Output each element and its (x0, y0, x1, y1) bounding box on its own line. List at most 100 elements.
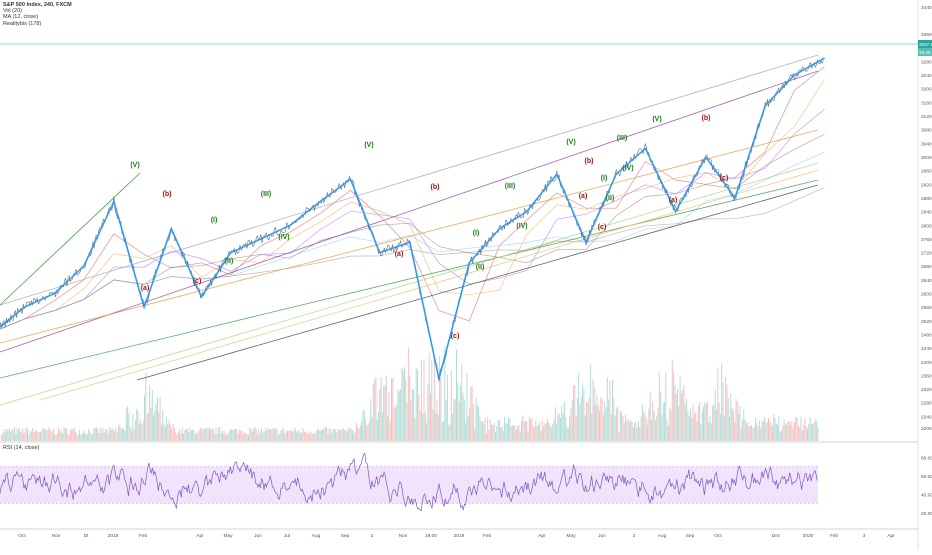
volume-bar (814, 419, 816, 441)
volume-bar (375, 377, 377, 441)
volume-bar (735, 399, 737, 441)
volume-bar (67, 434, 69, 441)
volume-bar (519, 431, 521, 441)
volume-bar (725, 376, 727, 441)
volume-bar (508, 417, 509, 441)
price-line (0, 57, 825, 380)
volume-bar (622, 415, 624, 441)
volume-bar (570, 408, 572, 441)
x-tick-label: 19.00 (425, 533, 437, 539)
wave-label: (III) (261, 191, 272, 198)
volume-bar (385, 375, 387, 441)
volume-bar (368, 421, 370, 441)
y-tick-label: 2520.0 (921, 319, 932, 325)
volume-bar (678, 405, 680, 441)
volume-bar (717, 367, 719, 441)
volume-bar (722, 382, 724, 441)
volume-bar (69, 430, 71, 441)
volume-bar (732, 410, 734, 441)
volume-bar (544, 423, 546, 441)
volume-bar (216, 434, 218, 441)
volume-bar (254, 427, 256, 441)
y-tick-label: 2880.0 (921, 196, 932, 202)
volume-bar (394, 407, 396, 441)
volume-bar (103, 432, 105, 441)
volume-bar (409, 375, 411, 441)
volume-bar (714, 389, 716, 441)
volume-bar (73, 427, 75, 441)
volume-bar (758, 420, 760, 441)
volume-bar (389, 420, 391, 441)
volume-bar (136, 409, 138, 441)
volume-bar (66, 428, 67, 441)
y-tick-label: 3360.0 (921, 32, 932, 38)
volume-bar (679, 376, 681, 441)
volume-bar (484, 418, 486, 441)
x-tick-label: Nov (52, 533, 61, 539)
volume-bar (6, 428, 8, 441)
y-tick-label: 2960.0 (921, 169, 932, 175)
wave-label: (c) (451, 333, 460, 340)
volume-bar (101, 433, 103, 441)
volume-bar (528, 416, 530, 441)
volume-bar (211, 428, 213, 441)
volume-bar (402, 370, 404, 441)
volume-bar (427, 384, 429, 441)
volume-bar (800, 417, 802, 441)
volume-bar (712, 405, 714, 441)
volume-bar (34, 429, 36, 441)
volume-bar (660, 392, 662, 441)
volume-bar (262, 431, 264, 441)
volume-bar (335, 430, 337, 441)
legend-item-realitybis: Realitybis (178) (3, 20, 42, 27)
volume-bar (569, 416, 571, 441)
volume-bar (246, 433, 248, 441)
volume-bar (605, 407, 607, 441)
volume-bar (49, 429, 51, 441)
volume-bar (760, 428, 762, 441)
volume-bar (744, 419, 746, 441)
volume-bar (341, 429, 343, 441)
volume-bar (84, 432, 86, 441)
volume-bar (657, 407, 659, 441)
y-tick-label: 3000.0 (921, 155, 932, 161)
volume-bar (761, 421, 763, 441)
volume-bar (118, 426, 119, 441)
volume-bar (196, 433, 197, 441)
rsi-line (0, 452, 818, 512)
volume-bar (179, 429, 181, 441)
current-price-sub: 34:45 (919, 50, 931, 55)
volume-bar (453, 399, 455, 441)
volume-bar (298, 430, 300, 441)
volume-bar (435, 412, 437, 441)
volume-bar (404, 367, 405, 441)
y-tick-label: 2560.0 (921, 305, 932, 311)
volume-bar (201, 427, 203, 441)
volume-bar (19, 427, 21, 441)
x-tick-label: May (223, 533, 233, 539)
volume-bar (553, 419, 555, 441)
volume-bar (98, 433, 100, 441)
volume-bar (328, 428, 330, 441)
volume-bar (393, 406, 395, 441)
x-tick-label: 2 (371, 533, 374, 539)
volume-bar (738, 413, 740, 441)
volume-bar (441, 421, 443, 441)
volume-bar (383, 385, 385, 441)
volume-bar (482, 421, 483, 441)
volume-bar (505, 422, 507, 441)
volume-bar (25, 427, 27, 441)
volume-bar (55, 434, 57, 441)
volume-bar (259, 433, 261, 441)
volume-bar (150, 407, 152, 441)
volume-bar (114, 431, 116, 441)
volume-bar (315, 431, 317, 441)
volume-bar (613, 398, 615, 441)
volume-bar (131, 430, 132, 441)
volume-bar (228, 431, 230, 441)
volume-bar (132, 413, 134, 441)
volume-bar (24, 431, 26, 441)
volume-bar (588, 397, 590, 441)
volume-bar (346, 431, 348, 441)
